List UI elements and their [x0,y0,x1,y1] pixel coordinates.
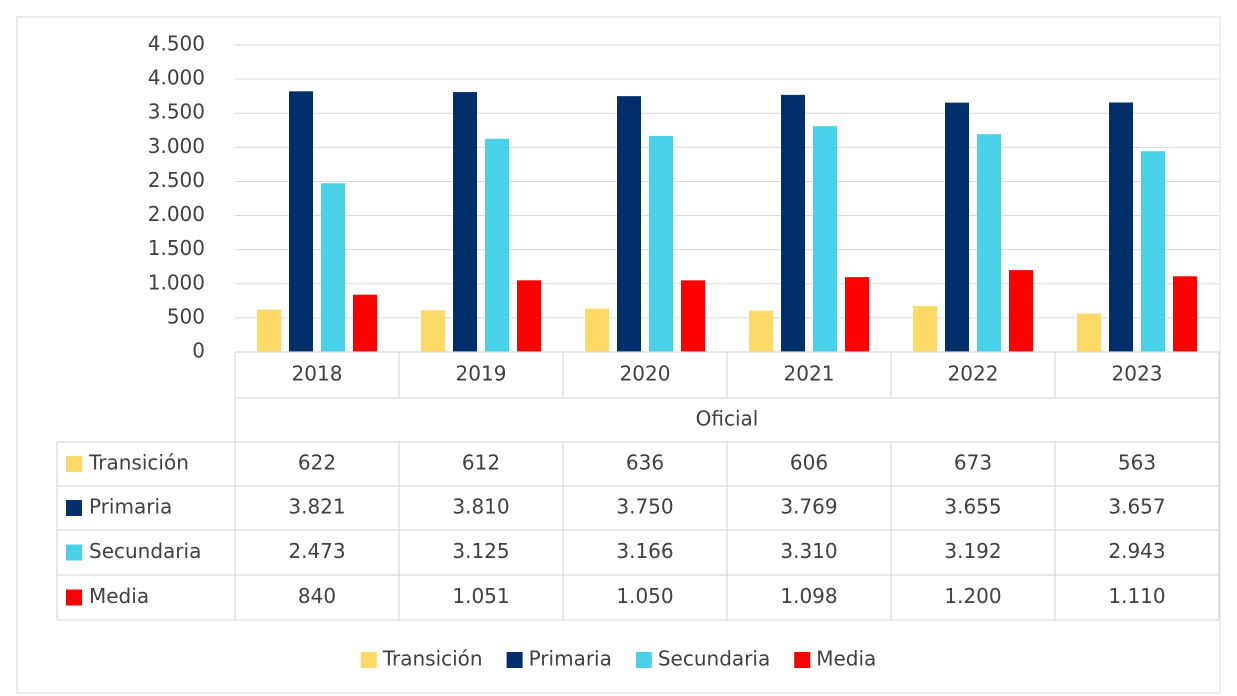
table-value: 636 [626,451,664,475]
table-legend-key [66,589,82,606]
y-tick-label: 1.500 [148,236,205,260]
bar [781,94,805,352]
legend: Transición Primaria Secundaria Media [360,647,876,671]
bar [453,92,477,352]
bar [421,310,445,352]
bar [1077,313,1101,352]
table-series-name: Primaria [89,495,172,519]
legend-key [360,652,377,668]
table-value: 2.943 [1108,539,1165,563]
legend-label: Secundaria [658,647,770,671]
bar [321,183,345,352]
bar [1109,102,1133,353]
table-value: 606 [790,451,828,475]
y-tick-label: 0 [192,339,205,363]
table-value: 3.655 [944,495,1001,519]
y-tick-label: 3.500 [148,100,205,124]
bar [1009,270,1033,352]
bar [257,309,281,352]
table-legend-key [66,456,82,472]
table-value: 3.821 [288,495,345,519]
y-tick-label: 500 [167,304,205,328]
table-value: 3.810 [452,495,509,519]
table-value: 3.192 [944,539,1001,563]
table-value: 3.125 [452,539,509,563]
x-tick-label: 2021 [784,362,835,386]
table-value: 563 [1118,451,1156,475]
y-tick-label: 2.000 [148,202,205,226]
y-tick-label: 2.500 [148,168,205,192]
bar [585,308,609,352]
table-value: 2.473 [288,539,345,563]
x-tick-label: 2018 [292,362,343,386]
table-value: 1.098 [780,584,837,608]
y-tick-label: 1.000 [148,270,205,294]
bar [517,280,541,352]
legend-label: Transición [382,647,483,671]
table-value: 3.166 [616,539,673,563]
bar [617,96,641,353]
bar [845,277,869,352]
table-series-name: Transición [88,451,189,475]
table-legend-key [66,500,82,516]
table-value: 1.051 [452,584,509,608]
legend-key [794,652,811,668]
table-value: 673 [954,451,992,475]
legend-key [635,652,652,668]
bar [813,126,837,352]
y-tick-label: 3.000 [148,134,205,158]
x-tick-label: 2022 [948,362,999,386]
legend-key [506,652,523,668]
legend-label: Primaria [529,647,612,671]
table-value: 1.050 [616,584,673,608]
table-value: 622 [298,451,336,475]
y-tick-label: 4.000 [148,66,205,90]
bar [1141,151,1165,352]
table-value: 3.769 [780,495,837,519]
bar [289,91,313,353]
table-value: 3.657 [1108,495,1165,519]
bar [649,136,673,352]
table-value: 3.750 [616,495,673,519]
y-tick-label: 4.500 [148,32,205,56]
bar [681,280,705,352]
table-legend-key [66,544,82,561]
table-series-name: Media [89,584,149,608]
bar [353,294,377,352]
bar [977,134,1001,352]
table-value: 1.200 [944,584,1001,608]
table-series-name: Secundaria [89,539,201,563]
x-tick-label: 2023 [1112,362,1163,386]
table-value: 3.310 [780,539,837,563]
bar [1173,276,1197,352]
x-tick-label: 2019 [456,362,507,386]
group-label: Oficial [696,407,759,431]
legend-label: Media [816,647,876,671]
bar [485,138,509,352]
table-value: 1.110 [1108,584,1165,608]
x-tick-label: 2020 [620,362,671,386]
bar [749,310,773,352]
table-value: 840 [298,584,336,608]
bar [913,306,937,352]
table-value: 612 [462,451,500,475]
bar [945,102,969,352]
